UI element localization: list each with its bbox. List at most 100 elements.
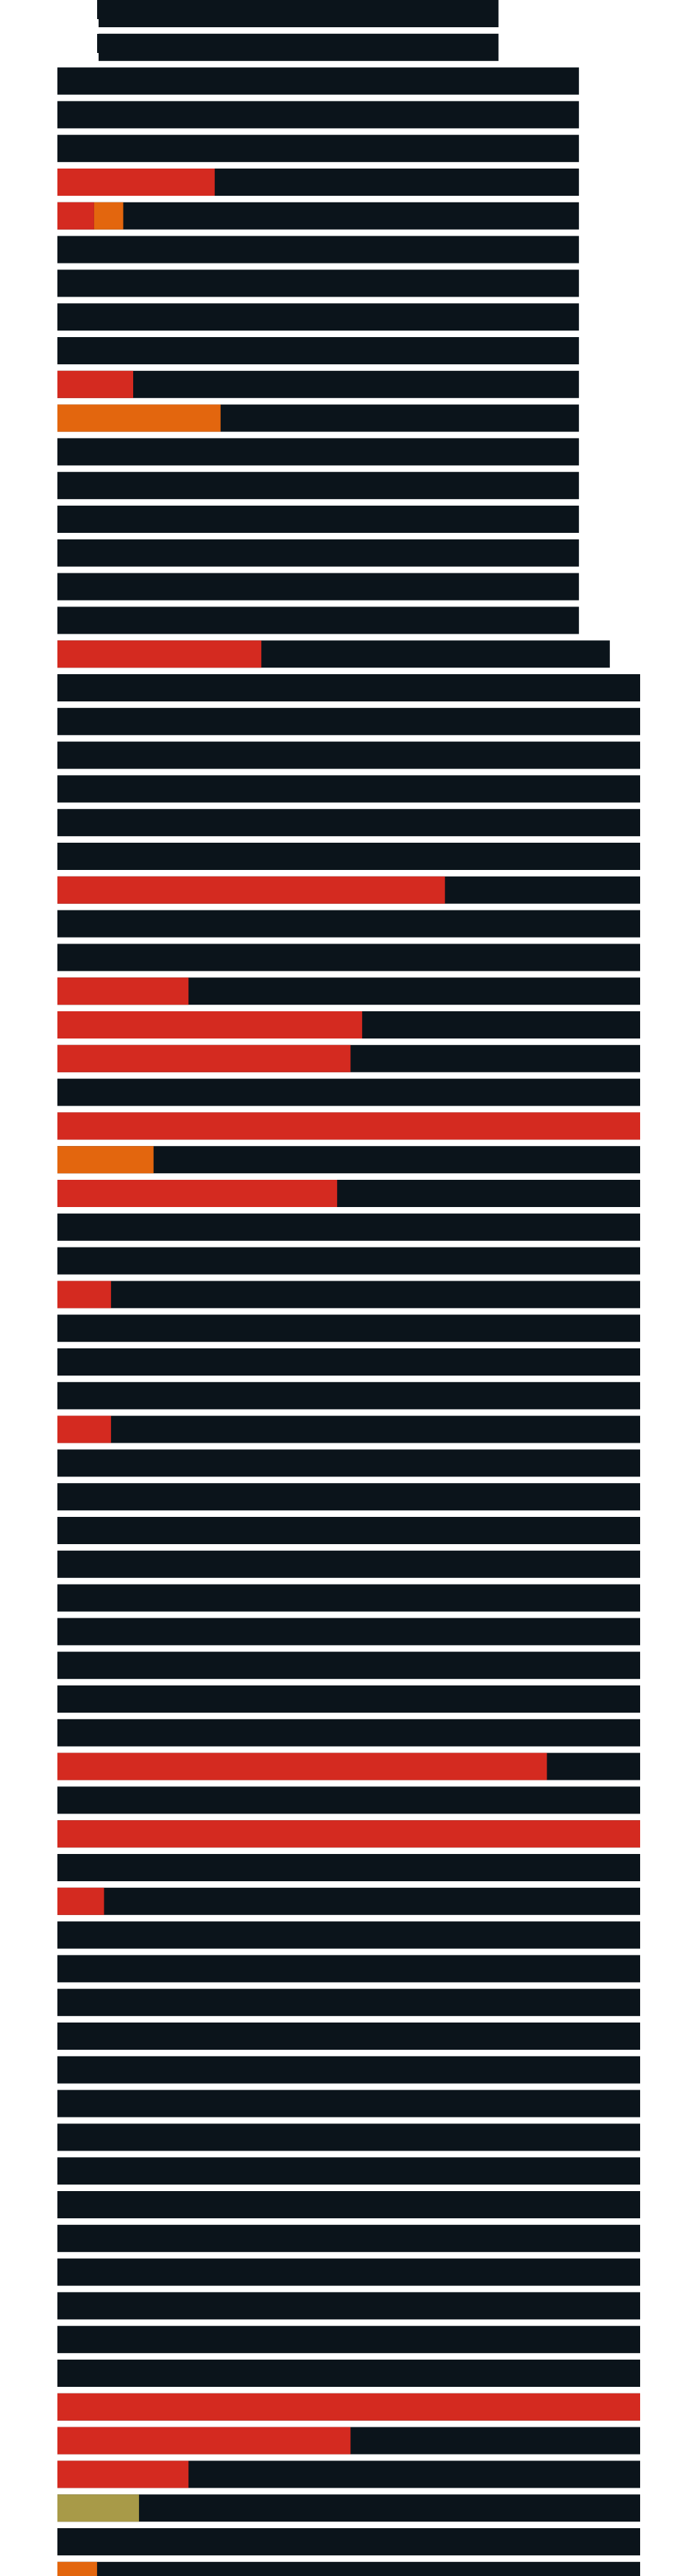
bar-row bbox=[57, 2326, 640, 2354]
bar-track bbox=[57, 843, 640, 870]
bar-row bbox=[57, 1854, 640, 1881]
bar-track bbox=[57, 1685, 640, 1713]
bar-segment-red bbox=[57, 876, 445, 904]
bar-track bbox=[57, 2292, 640, 2320]
bar-row bbox=[57, 606, 579, 634]
bar-row bbox=[57, 169, 579, 196]
bar-segment-red bbox=[57, 977, 189, 1005]
bar-track bbox=[57, 1247, 640, 1275]
bar-row bbox=[57, 809, 640, 837]
bar-segment-red bbox=[57, 202, 94, 230]
bar-row bbox=[57, 944, 640, 972]
bar-row bbox=[57, 1483, 640, 1511]
bar-row bbox=[57, 640, 610, 668]
bar-row bbox=[57, 438, 579, 466]
bar-track bbox=[57, 2528, 640, 2555]
bar-row bbox=[57, 1381, 640, 1409]
bar-row bbox=[57, 1247, 640, 1275]
bar-track bbox=[57, 1415, 640, 1443]
bar-row bbox=[57, 2123, 640, 2151]
bar-row bbox=[57, 2561, 640, 2576]
bar-row bbox=[57, 2393, 640, 2421]
bar-track bbox=[57, 303, 579, 331]
bar-segment-orange bbox=[57, 2561, 97, 2576]
bar-track bbox=[57, 2056, 640, 2084]
bar-row bbox=[57, 2224, 640, 2252]
bar-row bbox=[57, 236, 579, 263]
bar-track bbox=[57, 1550, 640, 1578]
bar-track bbox=[57, 370, 579, 398]
bar-row bbox=[99, 0, 499, 27]
bar-track bbox=[57, 101, 579, 129]
bar-row bbox=[57, 101, 579, 129]
bar-track bbox=[57, 1854, 640, 1881]
bar-segment-red bbox=[57, 640, 262, 668]
bar-row bbox=[57, 67, 579, 95]
bar-row bbox=[57, 1112, 640, 1140]
bar-segment-red bbox=[57, 1752, 547, 1780]
bar-track bbox=[57, 1281, 640, 1309]
bar-track bbox=[57, 1786, 640, 1814]
bar-row bbox=[57, 2292, 640, 2320]
bar-track bbox=[57, 2191, 640, 2218]
bar-row bbox=[57, 1011, 640, 1038]
bar-row bbox=[57, 1921, 640, 1949]
bar-row bbox=[57, 2494, 640, 2522]
bar-row bbox=[57, 741, 640, 769]
bar-track bbox=[57, 1719, 640, 1747]
bar-track bbox=[57, 269, 579, 297]
bar-row bbox=[57, 1314, 640, 1342]
bar-segment-olive bbox=[57, 2494, 139, 2522]
bar-segment-red bbox=[57, 1180, 338, 1207]
bar-track bbox=[57, 202, 579, 230]
bar-segment-orange bbox=[93, 202, 124, 230]
bar-track bbox=[57, 1146, 640, 1174]
bar-track bbox=[57, 944, 640, 972]
bar-row bbox=[57, 573, 579, 601]
bar-row bbox=[57, 1078, 640, 1106]
row-marker bbox=[97, 34, 99, 53]
bar-track bbox=[57, 1989, 640, 2017]
bar-segment-red bbox=[57, 1415, 111, 1443]
bar-row bbox=[57, 1213, 640, 1241]
bar-track bbox=[57, 2561, 640, 2576]
bar-segment-red bbox=[57, 1887, 104, 1915]
bar-row bbox=[57, 843, 640, 870]
bar-row bbox=[57, 202, 579, 230]
bar-row bbox=[57, 1786, 640, 1814]
bar-track bbox=[57, 707, 640, 735]
bar-track bbox=[57, 910, 640, 938]
bar-track bbox=[57, 2090, 640, 2117]
bar-track bbox=[57, 1381, 640, 1409]
bar-segment-red bbox=[57, 1044, 351, 1072]
bar-row bbox=[57, 1044, 640, 1072]
bar-row bbox=[57, 2191, 640, 2218]
bar-row bbox=[57, 1685, 640, 1713]
bar-rows bbox=[57, 0, 640, 2576]
bar-row bbox=[57, 1584, 640, 1612]
bar-track bbox=[57, 2023, 640, 2050]
bar-track bbox=[57, 741, 640, 769]
bar-track bbox=[57, 472, 579, 500]
bar-segment-red bbox=[57, 2393, 640, 2421]
bar-row bbox=[57, 707, 640, 735]
bar-segment-orange bbox=[57, 404, 221, 432]
bar-segment-red bbox=[57, 1820, 640, 1848]
bar-row bbox=[57, 1618, 640, 1646]
bar-track bbox=[99, 33, 499, 61]
bar-row bbox=[57, 910, 640, 938]
bar-track bbox=[57, 2224, 640, 2252]
bar-row bbox=[57, 2360, 640, 2387]
bar-row bbox=[57, 1820, 640, 1848]
bar-track bbox=[57, 236, 579, 263]
bar-row bbox=[57, 1719, 640, 1747]
bar-row bbox=[57, 1180, 640, 1207]
bar-row bbox=[57, 506, 579, 533]
row-marker bbox=[97, 0, 99, 19]
bar-track bbox=[57, 606, 579, 634]
top-edge-bars bbox=[97, 0, 99, 53]
bar-segment-red bbox=[57, 1281, 111, 1309]
bar-row bbox=[57, 404, 579, 432]
bar-segment-red bbox=[57, 169, 215, 196]
bar-row bbox=[57, 1281, 640, 1309]
